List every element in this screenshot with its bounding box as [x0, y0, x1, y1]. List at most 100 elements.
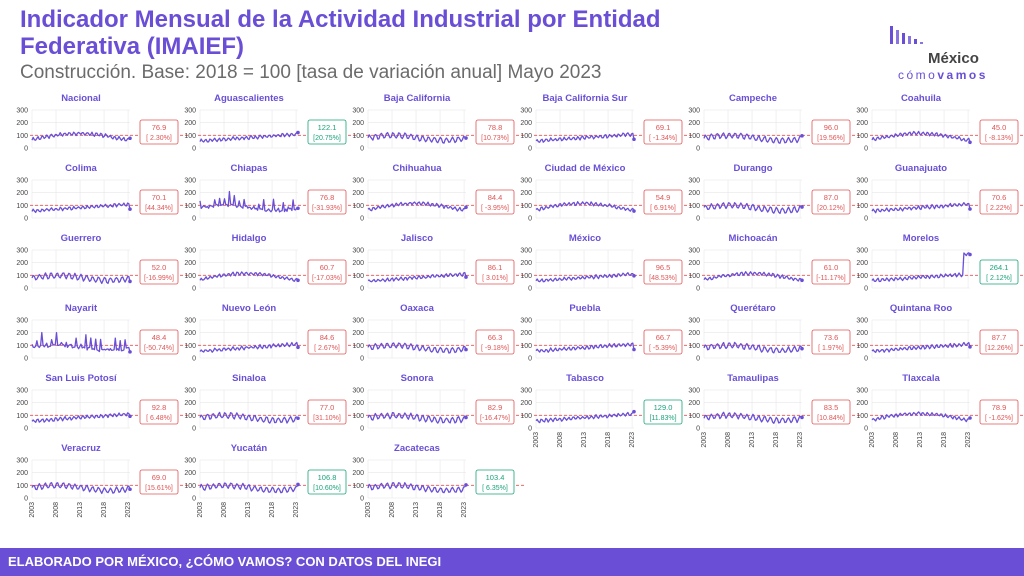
y-tick-label: 100: [352, 343, 364, 350]
y-tick-label: 100: [688, 273, 700, 280]
annual-change: [-11.17%]: [816, 275, 845, 282]
latest-point: [800, 278, 804, 283]
annual-change: [ 2.67%]: [314, 345, 340, 352]
series-line: [367, 131, 467, 144]
y-tick-label: 200: [520, 400, 532, 407]
latest-point: [968, 252, 972, 257]
y-tick-label: 300: [184, 108, 196, 115]
panel-title: Nacional: [61, 93, 101, 104]
state-panel: Oaxaca 0 100 200 300 66.3 [ -9.18%]: [352, 303, 526, 363]
latest-value: 87.7: [992, 333, 1007, 342]
y-tick-label: 300: [688, 178, 700, 185]
annual-change: [ -3.95%]: [481, 205, 509, 212]
y-tick-label: 300: [352, 108, 364, 115]
y-tick-label: 300: [520, 318, 532, 325]
panel-title: Tabasco: [566, 373, 604, 384]
value-badge: [475, 399, 515, 425]
y-tick-label: 300: [184, 388, 196, 395]
latest-value: 82.9: [488, 403, 503, 412]
y-tick-label: 0: [24, 356, 28, 363]
x-tick-label: 2008: [221, 502, 228, 518]
state-panel: Guerrero 0 100 200 300 52.0 [-16.99%]: [16, 233, 190, 293]
latest-value: 69.1: [656, 123, 671, 132]
x-tick-label: 2018: [269, 502, 276, 518]
y-tick-label: 0: [192, 426, 196, 433]
x-tick-label: 2003: [869, 432, 876, 448]
state-panel: Morelos 0 100 200 300 264.1 [ 2.12%]: [856, 233, 1024, 293]
y-tick-label: 0: [528, 426, 532, 433]
annual-change: [ -5.39%]: [649, 345, 677, 352]
logo-word-mexico: México: [928, 50, 979, 67]
series-line: [199, 411, 299, 424]
latest-value: 87.0: [824, 193, 839, 202]
y-tick-label: 300: [184, 458, 196, 465]
y-tick-label: 100: [520, 273, 532, 280]
latest-value: 78.9: [992, 403, 1007, 412]
latest-value: 61.0: [824, 263, 839, 272]
y-tick-label: 100: [688, 413, 700, 420]
y-tick-label: 100: [16, 133, 28, 140]
value-badge: [979, 399, 1019, 425]
latest-point: [464, 347, 468, 352]
panel-title: Tamaulipas: [727, 373, 779, 384]
y-tick-label: 100: [184, 203, 196, 210]
panel-title: Sinaloa: [232, 373, 267, 384]
y-tick-label: 100: [688, 343, 700, 350]
y-tick-label: 200: [352, 190, 364, 197]
y-tick-label: 0: [24, 496, 28, 503]
latest-value: 45.0: [992, 123, 1007, 132]
y-tick-label: 0: [696, 426, 700, 433]
annual-change: [ 6.91%]: [650, 205, 676, 212]
y-tick-label: 300: [352, 248, 364, 255]
panel-title: Querétaro: [730, 303, 776, 314]
value-badge: [139, 469, 179, 495]
latest-point: [464, 275, 468, 279]
latest-value: 66.3: [488, 333, 503, 342]
y-tick-label: 200: [352, 400, 364, 407]
panel-title: Sonora: [401, 373, 434, 384]
annual-change: [ -8.13%]: [985, 135, 1013, 142]
latest-point: [632, 273, 636, 278]
state-panel: Sonora 0 100 200 300 82.9 [-16.47%]: [352, 373, 526, 433]
y-tick-label: 200: [184, 260, 196, 267]
y-tick-label: 300: [520, 248, 532, 255]
x-tick-label: 2003: [533, 432, 540, 448]
latest-point: [296, 206, 300, 211]
y-tick-label: 0: [192, 216, 196, 223]
y-tick-label: 100: [184, 483, 196, 490]
y-tick-label: 100: [16, 273, 28, 280]
panel-title: Zacatecas: [394, 443, 440, 454]
latest-point: [800, 205, 804, 209]
y-tick-label: 100: [856, 413, 868, 420]
series-line: [199, 341, 299, 353]
value-badge: [811, 119, 851, 145]
y-tick-label: 0: [528, 286, 532, 293]
y-tick-label: 100: [856, 133, 868, 140]
annual-change: [ 2.30%]: [146, 135, 172, 142]
y-tick-label: 300: [16, 248, 28, 255]
series-line: [871, 130, 971, 143]
state-panel: Michoacán 0 100 200 300 61.0 [-11.17%]: [688, 233, 862, 293]
y-tick-label: 0: [696, 146, 700, 153]
x-tick-label: 2013: [581, 432, 588, 448]
y-tick-label: 200: [856, 120, 868, 127]
series-line: [535, 272, 635, 283]
state-panel: Tabasco 0 100 200 300 129.0 [11.83%] 2003 2008 20…: [520, 373, 694, 448]
state-panel: Baja California 0 100 200 300 78.8 [10.73%]: [352, 93, 526, 153]
y-tick-label: 200: [352, 260, 364, 267]
annual-change: [ -9.18%]: [481, 345, 509, 352]
y-tick-label: 100: [184, 273, 196, 280]
y-tick-label: 200: [520, 330, 532, 337]
series-line: [871, 341, 971, 353]
y-tick-label: 200: [16, 470, 28, 477]
panel-title: Campeche: [729, 93, 777, 104]
y-tick-label: 300: [352, 178, 364, 185]
panel-title: Yucatán: [231, 443, 268, 454]
y-tick-label: 300: [352, 318, 364, 325]
value-badge: [475, 259, 515, 285]
latest-point: [128, 487, 132, 492]
x-tick-label: 2018: [101, 502, 108, 518]
annual-change: [12.26%]: [985, 345, 1013, 352]
series-line: [535, 411, 635, 424]
